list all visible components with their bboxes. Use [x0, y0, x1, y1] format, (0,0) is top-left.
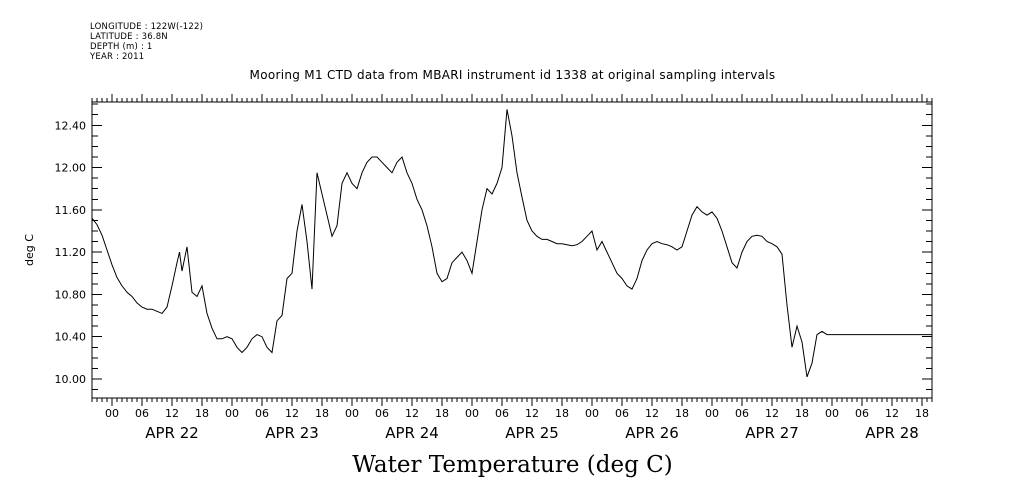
y-tick-label: 11.60 — [55, 204, 87, 217]
x-hour-label: 06 — [495, 407, 509, 420]
x-hour-label: 00 — [105, 407, 119, 420]
x-day-label: APR 27 — [745, 424, 799, 442]
x-hour-label: 12 — [645, 407, 659, 420]
x-hour-label: 12 — [285, 407, 299, 420]
water-temperature-line — [91, 109, 932, 378]
x-hour-label: 18 — [675, 407, 689, 420]
x-hour-label: 12 — [405, 407, 419, 420]
x-day-label: APR 28 — [865, 424, 919, 442]
x-hour-label: 12 — [765, 407, 779, 420]
y-tick-label: 12.00 — [55, 162, 87, 175]
x-hour-label: 12 — [525, 407, 539, 420]
plot-frame — [91, 101, 933, 399]
x-hour-label: 00 — [705, 407, 719, 420]
longitude-label: LONGITUDE : 122W(-122) — [90, 22, 204, 32]
x-hour-label: 18 — [315, 407, 329, 420]
x-hour-label: 06 — [615, 407, 629, 420]
x-hour-label: 00 — [345, 407, 359, 420]
y-tick-label: 11.20 — [55, 246, 87, 259]
axis-labels: 10.00 10.40 10.80 11.20 11.60 12.00 12.40 00 06 1… — [23, 119, 929, 442]
x-hour-label: 18 — [915, 407, 929, 420]
chart-title: Mooring M1 CTD data from MBARI instrumen… — [249, 68, 776, 82]
x-day-label: APR 23 — [265, 424, 319, 442]
y-tick-label: 12.40 — [55, 119, 87, 132]
x-hour-label: 12 — [165, 407, 179, 420]
latitude-label: LATITUDE : 36.8N — [90, 32, 168, 42]
x-hour-label: 12 — [885, 407, 899, 420]
x-day-label: APR 26 — [625, 424, 679, 442]
x-hour-label: 06 — [735, 407, 749, 420]
footer-title: Water Temperature (deg C) — [352, 452, 673, 478]
y-tick-label: 10.40 — [55, 331, 87, 344]
depth-label: DEPTH (m) : 1 — [90, 42, 153, 52]
x-hour-label: 00 — [465, 407, 479, 420]
metadata-block: LONGITUDE : 122W(-122) LATITUDE : 36.8N … — [90, 22, 203, 62]
x-hour-label: 18 — [435, 407, 449, 420]
year-label: YEAR : 2011 — [90, 52, 145, 62]
plot-border — [91, 101, 933, 399]
x-hour-label: 00 — [225, 407, 239, 420]
x-hour-label: 00 — [585, 407, 599, 420]
data-line-layer — [91, 109, 932, 378]
x-day-label: APR 22 — [145, 424, 199, 442]
x-hour-label: 18 — [195, 407, 209, 420]
x-hour-label: 06 — [855, 407, 869, 420]
x-day-label: APR 24 — [385, 424, 439, 442]
x-hour-label: 06 — [255, 407, 269, 420]
y-tick-label: 10.00 — [55, 373, 87, 386]
x-hour-label: 18 — [555, 407, 569, 420]
x-hour-label: 06 — [135, 407, 149, 420]
x-hour-label: 00 — [825, 407, 839, 420]
x-hour-label: 06 — [375, 407, 389, 420]
axis-ticks — [91, 94, 933, 406]
y-tick-label: 10.80 — [55, 288, 87, 301]
y-axis-label: deg C — [23, 234, 36, 266]
x-day-label: APR 25 — [505, 424, 559, 442]
x-hour-label: 18 — [795, 407, 809, 420]
